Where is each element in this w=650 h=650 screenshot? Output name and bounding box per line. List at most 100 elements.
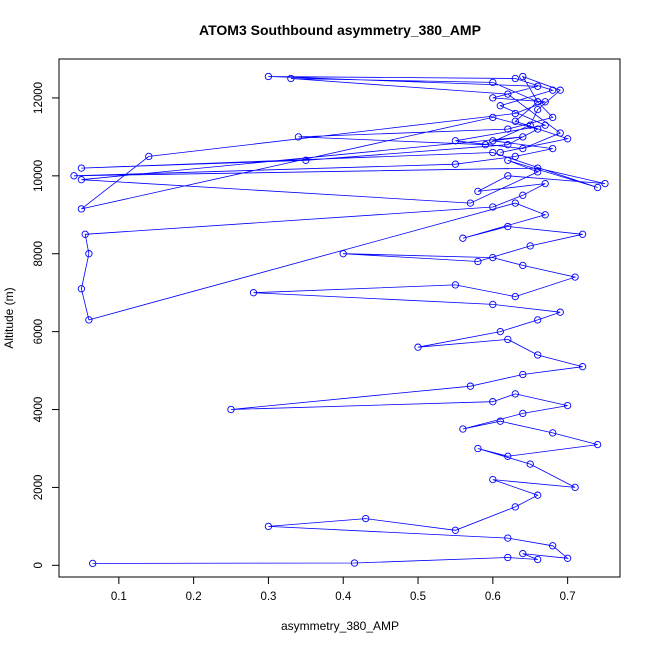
data-point: [489, 398, 497, 406]
data-point: [489, 78, 497, 87]
plot-frame: [58, 58, 621, 578]
y-axis-label: Altitude (m): [2, 287, 16, 348]
data-point: [489, 253, 497, 262]
data-point: [489, 148, 497, 157]
data-point: [526, 121, 534, 129]
data-point: [89, 559, 97, 568]
data-point: [541, 211, 549, 219]
data-point: [511, 390, 519, 398]
data-point: [534, 168, 542, 176]
data-point: [504, 172, 512, 180]
data-point: [504, 222, 512, 231]
data-point: [496, 102, 504, 110]
data-point: [511, 503, 519, 511]
data-point: [81, 230, 89, 238]
data-point: [77, 285, 86, 293]
data-point: [541, 121, 549, 129]
x-axis-label: asymmetry_380_AMP: [281, 619, 399, 633]
data-point: [489, 203, 497, 211]
y-tick-label: 4000: [33, 397, 45, 423]
data-point: [287, 74, 295, 83]
x-tick-label: 0.5: [410, 591, 426, 603]
data-point: [549, 86, 557, 94]
data-point: [556, 86, 564, 94]
data-point: [563, 401, 572, 410]
data-point: [511, 152, 519, 161]
data-point: [519, 72, 527, 81]
data-point: [549, 144, 557, 153]
x-tick-label: 0.3: [260, 591, 276, 603]
data-point: [451, 281, 460, 289]
data-point: [489, 300, 497, 309]
data-point: [526, 460, 534, 468]
data-point: [504, 553, 512, 562]
data-point: [541, 179, 549, 188]
data-point: [362, 514, 370, 523]
y-tick-label: 2000: [33, 475, 45, 501]
data-point: [601, 179, 609, 188]
data-point: [519, 261, 527, 270]
data-point: [549, 113, 557, 122]
data-point: [302, 156, 310, 164]
chart-title: ATOM3 Southbound asymmetry_380_AMP: [199, 22, 481, 38]
data-point: [511, 117, 519, 125]
data-point: [534, 105, 542, 114]
x-axis: 0.1 0.2 0.3 0.4 0.5 0.6 0.7: [111, 576, 576, 603]
data-point: [534, 555, 542, 564]
data-point: [563, 135, 572, 143]
data-point: [350, 559, 359, 567]
data-point: [526, 242, 534, 250]
y-tick-label: 8000: [33, 241, 45, 267]
data-point: [466, 199, 475, 207]
data-point: [534, 82, 542, 90]
data-point: [519, 144, 527, 153]
data-point: [504, 141, 512, 149]
data-point: [481, 141, 490, 149]
data-point: [504, 534, 512, 542]
data-point: [70, 172, 78, 180]
data-point: [556, 308, 564, 316]
data-point: [534, 98, 542, 106]
data-point: [534, 125, 542, 133]
data-point: [264, 522, 273, 531]
data-point: [249, 289, 258, 297]
data-point: [549, 542, 557, 550]
data-point: [519, 409, 527, 418]
data-point: [571, 273, 579, 281]
x-tick-label: 0.6: [485, 591, 501, 603]
data-point: [77, 176, 86, 184]
data-point: [474, 187, 482, 196]
data-point: [571, 483, 579, 492]
x-tick-label: 0.7: [560, 591, 576, 603]
data-series: [70, 72, 609, 568]
data-point: [534, 351, 542, 359]
data-point: [496, 417, 504, 425]
data-point: [466, 382, 475, 390]
data-point: [496, 327, 504, 336]
data-point: [489, 137, 497, 145]
data-point: [496, 148, 504, 157]
data-point: [504, 335, 512, 344]
data-point: [85, 316, 93, 324]
data-point: [578, 230, 587, 238]
data-point: [534, 491, 542, 499]
data-point: [227, 405, 235, 414]
data-point: [85, 250, 93, 258]
data-point: [511, 109, 519, 118]
data-point: [504, 125, 512, 133]
data-point: [77, 205, 86, 213]
data-point: [459, 425, 467, 433]
data-point: [556, 129, 564, 137]
y-tick-label: 12000: [33, 82, 45, 114]
x-tick-label: 0.4: [335, 591, 352, 603]
y-tick-label: 0: [33, 562, 45, 568]
data-point: [511, 292, 519, 301]
y-tick-label: 10000: [33, 160, 45, 192]
data-point: [489, 113, 497, 122]
x-tick-label: 0.1: [111, 591, 127, 603]
x-tick-label: 0.2: [186, 591, 202, 603]
data-point: [264, 72, 273, 81]
data-point: [489, 475, 497, 484]
data-point: [519, 133, 527, 141]
